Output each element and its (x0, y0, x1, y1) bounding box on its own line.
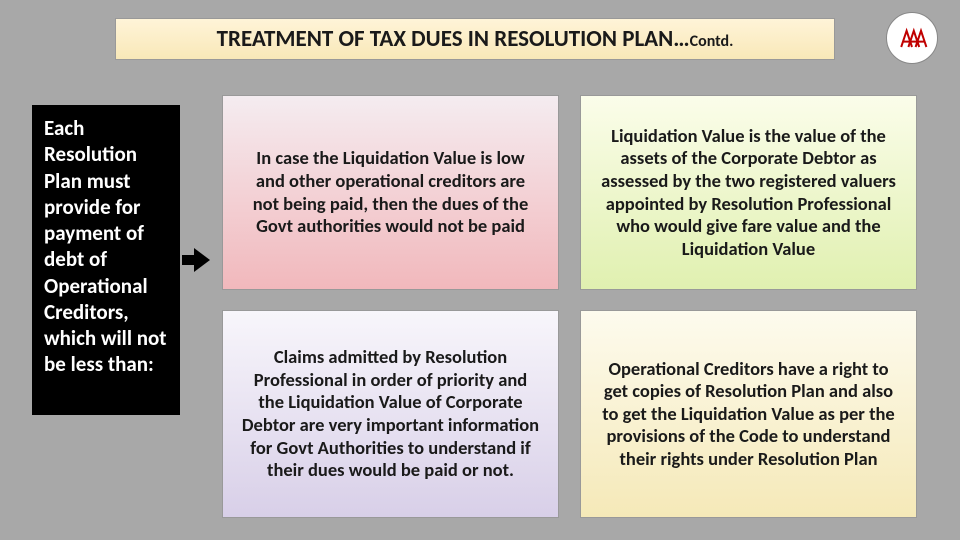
title-bar: TREATMENT OF TAX DUES IN RESOLUTION PLAN… (115, 18, 835, 60)
brand-logo (886, 12, 938, 64)
card-text: Claims admitted by Resolution Profession… (241, 346, 540, 481)
card-claims-admitted: Claims admitted by Resolution Profession… (222, 310, 559, 518)
card-text: Operational Creditors have a right to ge… (599, 358, 898, 471)
lead-in-box: Each Resolution Plan must provide for pa… (32, 105, 180, 415)
lead-in-text: Each Resolution Plan must provide for pa… (44, 115, 167, 377)
card-liquidation-value-def: Liquidation Value is the value of the as… (580, 95, 917, 290)
card-text: In case the Liquidation Value is low and… (241, 147, 540, 237)
logo-icon (894, 20, 930, 56)
page-title-contd: Contd. (690, 32, 734, 51)
card-liquidation-low: In case the Liquidation Value is low and… (222, 95, 559, 290)
card-operational-creditors-rights: Operational Creditors have a right to ge… (580, 310, 917, 518)
page-title: TREATMENT OF TAX DUES IN RESOLUTION PLAN… (217, 25, 690, 53)
card-text: Liquidation Value is the value of the as… (599, 125, 898, 260)
